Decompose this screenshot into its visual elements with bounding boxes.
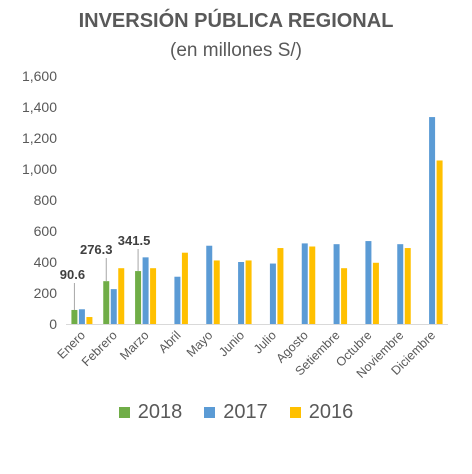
bar-2016-julio [277, 248, 284, 324]
bar-2016-noviembre [404, 248, 411, 324]
x-tick-label: Junio [216, 328, 247, 359]
bar-2016-enero [86, 317, 93, 324]
bar-2017-junio [238, 262, 245, 324]
bar-2018-febrero [103, 281, 110, 324]
legend-item-2018: 2018 [118, 401, 183, 424]
y-tick-label: 400 [34, 254, 58, 270]
y-tick-label: 600 [34, 223, 58, 239]
bar-2017-diciembre [429, 117, 436, 324]
y-tick-label: 200 [34, 285, 58, 301]
bar-2016-octubre [372, 262, 379, 324]
chart-title: INVERSIÓN PÚBLICA REGIONAL [78, 10, 394, 32]
bar-2017-agosto [301, 243, 308, 324]
bar-2016-setiembre [341, 268, 348, 324]
bar-2018-enero [71, 309, 78, 324]
bar-2016-mayo [213, 260, 220, 324]
bar-2017-julio [269, 263, 276, 324]
bar-2017-enero [78, 309, 85, 324]
bar-2016-agosto [309, 246, 316, 324]
y-tick-label: 1,000 [22, 161, 57, 177]
legend-item-2016: 2016 [289, 401, 354, 424]
bar-2016-febrero [118, 268, 125, 324]
bar-2017-abril [174, 276, 181, 324]
legend-item-2017: 2017 [204, 401, 268, 424]
y-tick-label: 0 [49, 316, 57, 332]
data-label-enero: 90.6 [60, 267, 85, 282]
x-tick-label: Febrero [79, 328, 120, 369]
bar-2018-marzo [135, 271, 142, 324]
data-label-febrero: 276.3 [80, 242, 113, 257]
bar-2016-marzo [150, 268, 157, 324]
bar-2017-octubre [365, 241, 372, 324]
data-label-marzo: 341.5 [118, 233, 151, 248]
x-tick-label: Julio [251, 328, 279, 356]
bar-2016-diciembre [436, 160, 443, 324]
y-tick-label: 1,400 [22, 99, 57, 115]
bar-2017-marzo [142, 257, 149, 324]
legend-label-2018: 2018 [137, 401, 183, 423]
legend-label-2016: 2016 [308, 401, 354, 423]
bar-2017-setiembre [333, 244, 340, 324]
x-tick-label: Marzo [117, 328, 151, 362]
x-tick-label: Mayo [184, 328, 216, 360]
y-tick-label: 1,200 [22, 130, 57, 146]
chart-legend: 2018 2017 2016 [0, 401, 472, 424]
bar-2016-junio [245, 260, 252, 324]
legend-label-2017: 2017 [223, 401, 268, 423]
bar-2017-noviembre [397, 244, 404, 324]
bar-2017-febrero [110, 289, 117, 324]
x-tick-label: Abril [156, 328, 184, 356]
legend-swatch-2017 [204, 407, 216, 418]
y-tick-label: 800 [34, 192, 58, 208]
bar-2016-abril [181, 252, 188, 324]
legend-swatch-2018 [118, 407, 130, 418]
chart-subtitle: (en millones S/) [170, 40, 302, 61]
y-tick-label: 1,600 [22, 68, 57, 84]
bar-2017-mayo [206, 245, 213, 324]
legend-swatch-2016 [289, 407, 301, 418]
